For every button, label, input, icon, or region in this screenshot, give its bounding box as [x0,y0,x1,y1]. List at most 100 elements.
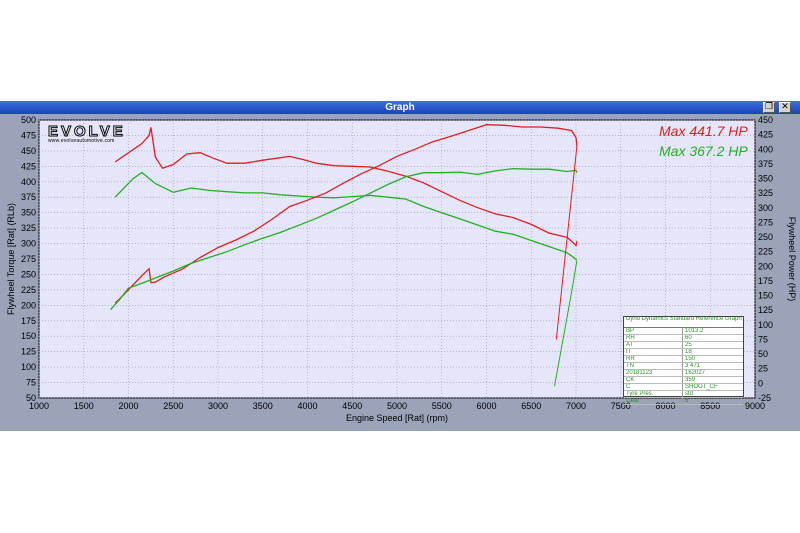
info-key: BP [624,328,683,334]
info-key: C [624,384,683,390]
y-left-tick-label: 425 [21,161,36,171]
info-key: RH [624,335,683,341]
info-table-rows: BP 1013.2 RH 60 AT 25 IT 18 RR 150 TN 3 471 20181123… [624,328,743,405]
restore-button[interactable]: ❐ [763,102,775,113]
x-tick-label: 5500 [432,401,452,411]
y-right-tick-label: 250 [758,232,773,242]
run-info-table: Dyno Dynamics Standard Reference Graph B… [623,316,744,405]
y-left-tick-label: 400 [21,177,36,187]
y-right-tick-label: 0 [758,378,763,388]
series-line-green-left [114,171,578,261]
info-value: 60 [685,335,692,341]
y-left-tick-label: 375 [21,192,36,202]
info-key: 20181123 [624,370,683,376]
y-right-tick-label: 150 [758,291,773,301]
info-row: Tyre Pres. std [624,391,743,398]
info-row: 20181123 162027 [624,370,743,377]
info-key: TN [624,363,683,369]
info-row: Gear 5 [624,398,743,405]
y-left-tick-label: 50 [26,393,36,403]
y-right-tick-label: 275 [758,217,773,227]
info-key: AT [624,342,683,348]
info-row: AT 25 [624,342,743,349]
close-button[interactable]: ✕ [779,102,791,113]
info-key: Gear [624,398,683,404]
y-right-tick-label: 100 [758,320,773,330]
y-right-tick-label: 125 [758,305,773,315]
info-value: 25 [685,342,692,348]
y-right-axis-label: Flywheel Power (HP) [787,217,797,302]
y-right-tick-label: 350 [758,174,773,184]
info-key: CK [624,377,683,383]
info-value: SHOOT_CF [685,384,718,390]
info-value: 18 [685,349,692,355]
y-left-tick-label: 475 [21,130,36,140]
logo-wordmark: EVOLVE [48,123,126,141]
info-row: IT 18 [624,349,743,356]
legend-max-red: Max 441.7 HP [659,123,748,139]
info-row: C SHOOT_CF [624,384,743,391]
info-value: 5 [685,398,689,404]
x-tick-label: 5000 [387,401,407,411]
info-value: 150 [685,356,696,362]
series-line-red-left [114,127,578,247]
x-axis-label: Engine Speed [Rat] (rpm) [346,413,448,423]
y-right-tick-label: 400 [758,144,773,154]
x-tick-label: 3500 [253,401,273,411]
info-table-header: Dyno Dynamics Standard Reference Graph [624,317,743,328]
series-line-green-right [110,167,578,311]
y-left-axis-label: Flywheel Torque [Rat] (RLb) [6,203,16,315]
info-key: Tyre Pres. [624,391,683,397]
y-left-tick-label: 200 [21,300,36,310]
y-right-tick-label: 375 [758,159,773,169]
title-bar: Graph ❐ ✕ [0,101,800,114]
info-row: RR 150 [624,356,743,363]
y-right-tick-label: 200 [758,261,773,271]
legend-max-green: Max 367.2 HP [659,143,748,159]
y-left-tick-label: 450 [21,146,36,156]
evolve-logo: EVOLVE www.evolveautomotive.com [48,123,134,146]
x-tick-label: 8000 [655,401,675,411]
y-right-tick-label: 300 [758,203,773,213]
info-value: 162027 [685,370,706,376]
x-tick-label: 9000 [745,401,765,411]
info-value: 1013.2 [685,328,704,334]
info-key: IT [624,349,683,355]
rundown-line-green [554,260,578,387]
y-left-tick-label: 275 [21,254,36,264]
x-tick-label: 8500 [700,401,720,411]
y-left-tick-label: 100 [21,362,36,372]
y-right-tick-label: 425 [758,130,773,140]
info-row: TN 3 471 [624,363,743,370]
y-left-tick-label: 225 [21,285,36,295]
y-right-tick-label: 25 [758,364,768,374]
x-tick-label: 2000 [118,401,138,411]
info-key: RR [624,356,683,362]
y-left-tick-label: 500 [21,115,36,125]
y-right-tick-label: 225 [758,247,773,257]
x-tick-label: 1000 [29,401,49,411]
logo-url: www.evolveautomotive.com [48,138,115,144]
window-title: Graph [385,102,415,113]
info-value: 3 471 [685,363,701,369]
y-right-tick-label: -25 [758,393,771,403]
y-right-tick-label: 175 [758,276,773,286]
info-row: RH 60 [624,335,743,342]
x-tick-label: 3000 [208,401,228,411]
series-line-red-right [114,124,578,304]
info-row: BP 1013.2 [624,328,743,335]
y-left-tick-label: 350 [21,208,36,218]
x-tick-label: 2500 [163,401,183,411]
y-right-tick-label: 75 [758,334,768,344]
y-right-tick-label: 325 [758,188,773,198]
y-right-tick-label: 50 [758,349,768,359]
x-tick-label: 6500 [521,401,541,411]
y-left-tick-label: 175 [21,316,36,326]
y-left-tick-label: 300 [21,239,36,249]
y-left-tick-label: 125 [21,347,36,357]
y-right-tick-label: 450 [758,115,773,125]
info-value: 359 [685,377,696,383]
y-left-tick-label: 75 [26,378,36,388]
x-tick-label: 1500 [74,401,94,411]
x-tick-label: 7500 [611,401,631,411]
